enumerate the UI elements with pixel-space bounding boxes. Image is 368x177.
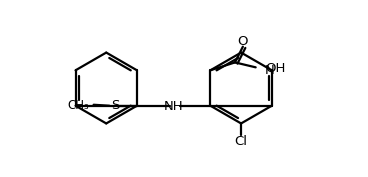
- Text: CH₃: CH₃: [67, 99, 89, 112]
- Text: Cl: Cl: [234, 135, 248, 148]
- Text: OH: OH: [266, 62, 286, 75]
- Text: NH: NH: [164, 100, 184, 113]
- Text: O: O: [238, 35, 248, 48]
- Text: S: S: [111, 99, 120, 112]
- Text: N: N: [265, 64, 275, 77]
